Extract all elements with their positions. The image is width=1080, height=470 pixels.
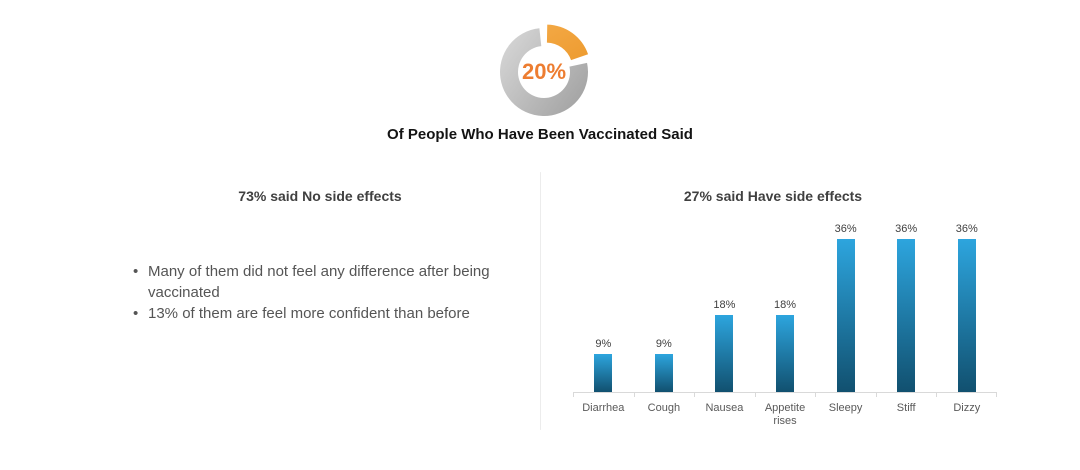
- bar: [836, 239, 855, 392]
- section-divider: [540, 172, 541, 430]
- bar-chart: 9% 9% 18% 18% 36% 36% 36% Diarrhea Cough Nausea A…: [573, 218, 997, 428]
- donut-chart: 20%: [489, 20, 599, 124]
- bullet-marker: •: [133, 305, 139, 322]
- bullet-marker: •: [133, 263, 139, 280]
- bullet-list: • Many of them did not feel any differenc…: [133, 261, 491, 324]
- bar-value-label: 9%: [595, 338, 612, 350]
- bar: [654, 354, 673, 392]
- bar-value-label: 18%: [774, 299, 797, 311]
- axis-tick: [936, 393, 938, 397]
- bar: [594, 354, 613, 392]
- category-label: Appetite rises: [764, 402, 806, 427]
- x-axis: [573, 392, 997, 398]
- donut-chart-svg: [500, 24, 589, 116]
- donut-ring-remainder: [500, 28, 589, 116]
- axis-tick: [633, 393, 635, 397]
- bar-value-label: 36%: [895, 223, 918, 235]
- bar-column: 36%: [876, 223, 937, 392]
- bar-value-label: 9%: [655, 338, 672, 350]
- bar-column: 9%: [573, 338, 634, 392]
- donut-percent-label: 20%: [521, 59, 567, 84]
- bar-column: 18%: [694, 299, 755, 392]
- bar-column: 36%: [815, 223, 876, 392]
- bar-column: 18%: [755, 299, 816, 392]
- axis-tick: [573, 393, 574, 397]
- bar: [957, 239, 976, 392]
- category-label: Diarrhea: [582, 402, 625, 414]
- category-label: Cough: [647, 402, 681, 414]
- axis-tick: [815, 393, 817, 397]
- donut-wedge-20pct: [546, 24, 589, 61]
- category-label: Sleepy: [828, 402, 863, 414]
- bar-value-label: 36%: [834, 223, 857, 235]
- bar-column: 9%: [634, 338, 695, 392]
- bullet-item: • Many of them did not feel any differenc…: [133, 261, 491, 303]
- axis-tick: [754, 393, 756, 397]
- bar-chart-plot-area: 9% 9% 18% 18% 36% 36% 36%: [573, 218, 997, 392]
- right-section-header: 27% said Have side effects: [683, 188, 863, 204]
- category-label: Stiff: [896, 402, 916, 414]
- category-label: Dizzy: [953, 402, 981, 414]
- axis-tick: [875, 393, 877, 397]
- bar: [715, 315, 734, 392]
- left-section-header: 73% said No side effects: [238, 188, 402, 204]
- axis-tick: [694, 393, 696, 397]
- axis-tick: [996, 393, 997, 397]
- page-title: Of People Who Have Been Vaccinated Said: [387, 126, 693, 143]
- bar-value-label: 18%: [713, 299, 736, 311]
- bullet-text: Many of them did not feel any difference…: [148, 263, 490, 301]
- bar-value-label: 36%: [955, 223, 978, 235]
- bar: [776, 315, 795, 392]
- category-label: Nausea: [705, 402, 744, 414]
- bar-column: 36%: [936, 223, 997, 392]
- bar: [897, 239, 916, 392]
- bullet-item: • 13% of them are feel more confident tha…: [133, 303, 491, 324]
- x-axis-labels: Diarrhea Cough Nausea Appetite rises Sleepy S…: [573, 398, 997, 428]
- bullet-text: 13% of them are feel more confident than…: [148, 305, 470, 322]
